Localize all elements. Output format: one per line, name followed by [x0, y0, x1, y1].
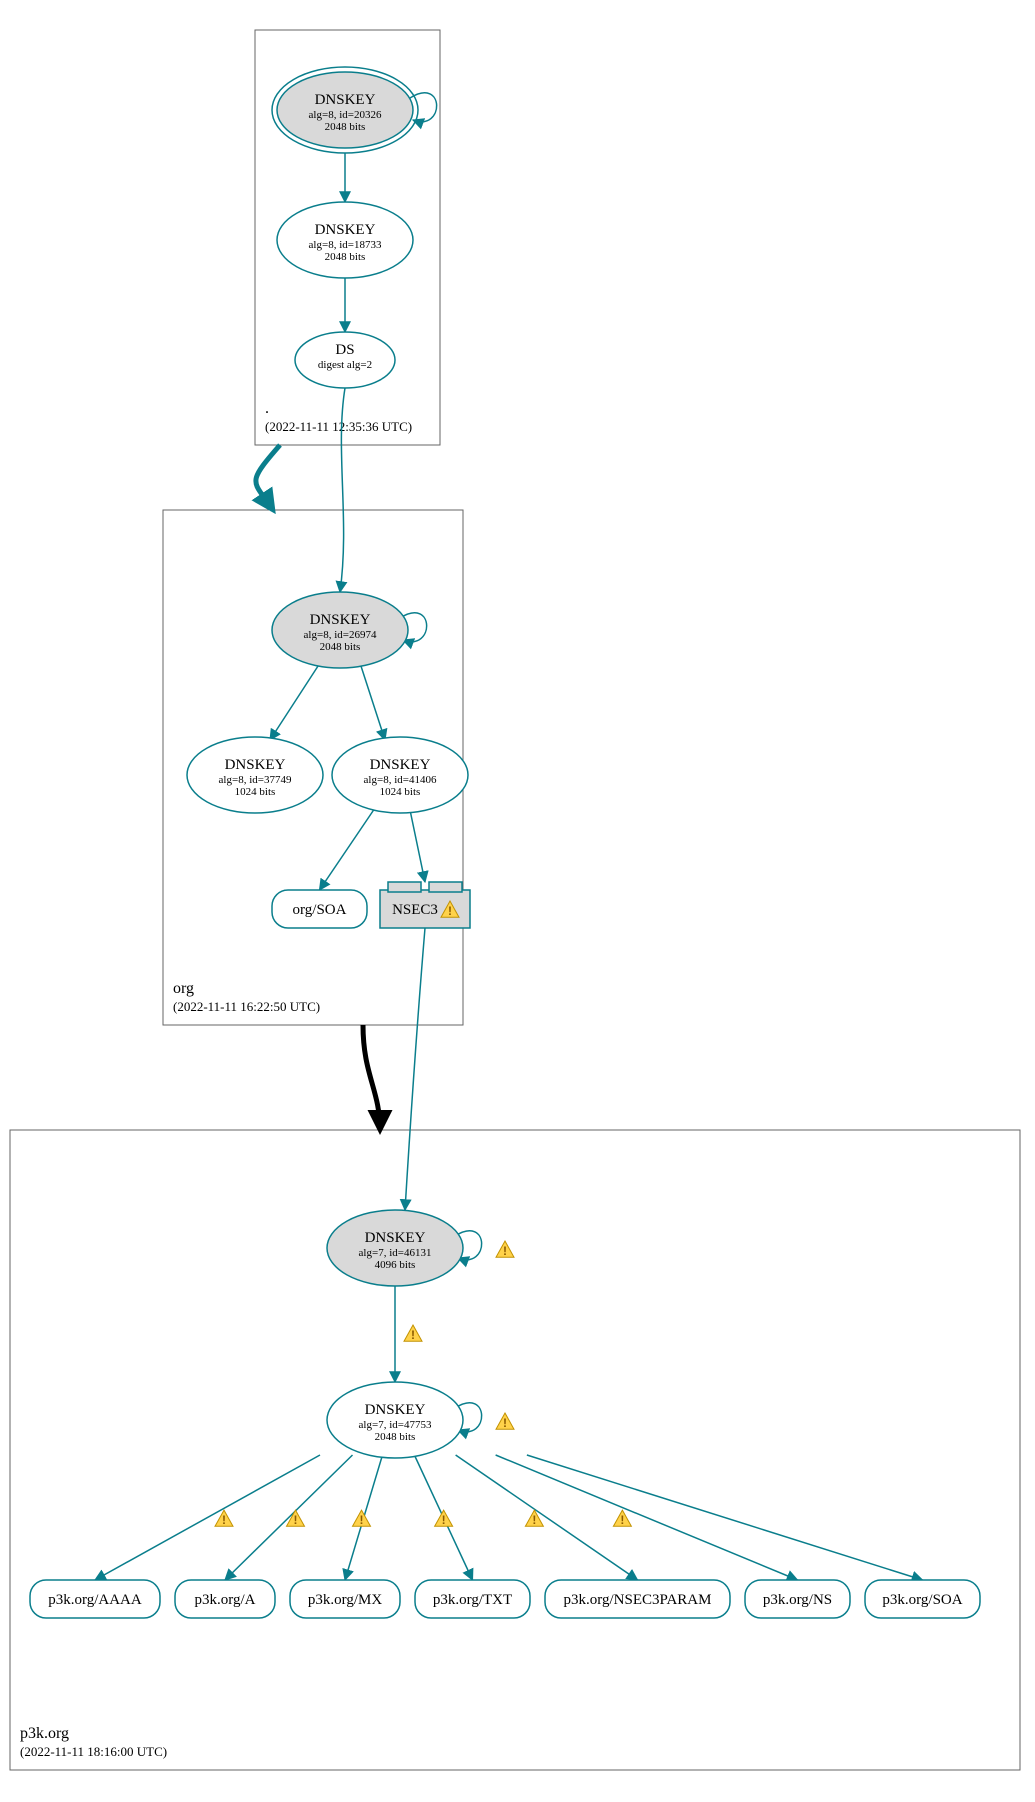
- svg-text:!: !: [294, 1513, 298, 1527]
- svg-text:.: .: [265, 400, 269, 417]
- svg-text:4096 bits: 4096 bits: [375, 1259, 416, 1271]
- svg-text:alg=8, id=26974: alg=8, id=26974: [304, 629, 377, 641]
- svg-text:1024 bits: 1024 bits: [380, 786, 421, 798]
- svg-text:org/SOA: org/SOA: [293, 902, 347, 918]
- svg-text:p3k.org/NS: p3k.org/NS: [763, 1592, 832, 1608]
- svg-text:alg=8, id=20326: alg=8, id=20326: [309, 109, 382, 121]
- dnssec-chain-diagram: . (2022-11-11 12:35:36 UTC) org (2022-11-11…: [0, 0, 1035, 1802]
- svg-text:DNSKEY: DNSKEY: [315, 92, 376, 108]
- svg-text:p3k.org: p3k.org: [20, 1725, 69, 1742]
- svg-text:p3k.org/NSEC3PARAM: p3k.org/NSEC3PARAM: [564, 1592, 712, 1608]
- svg-text:DNSKEY: DNSKEY: [370, 757, 431, 773]
- svg-text:!: !: [222, 1513, 226, 1527]
- svg-text:!: !: [532, 1513, 536, 1527]
- svg-text:alg=7, id=47753: alg=7, id=47753: [359, 1419, 432, 1431]
- zone-box-p3k: [10, 1130, 1020, 1770]
- svg-text:DNSKEY: DNSKEY: [225, 757, 286, 773]
- svg-text:!: !: [360, 1513, 364, 1527]
- svg-text:!: !: [503, 1416, 507, 1430]
- svg-text:(2022-11-11 12:35:36 UTC): (2022-11-11 12:35:36 UTC): [265, 419, 412, 434]
- svg-text:NSEC3: NSEC3: [392, 902, 438, 918]
- svg-text:alg=8, id=41406: alg=8, id=41406: [364, 774, 437, 786]
- svg-text:(2022-11-11 18:16:00 UTC): (2022-11-11 18:16:00 UTC): [20, 1744, 167, 1759]
- svg-text:!: !: [442, 1513, 446, 1527]
- svg-text:DS: DS: [335, 342, 354, 358]
- svg-text:2048 bits: 2048 bits: [375, 1431, 416, 1443]
- svg-text:alg=8, id=37749: alg=8, id=37749: [219, 774, 292, 786]
- svg-text:!: !: [503, 1244, 507, 1258]
- svg-text:!: !: [620, 1513, 624, 1527]
- svg-text:!: !: [448, 904, 452, 918]
- svg-text:(2022-11-11 16:22:50 UTC): (2022-11-11 16:22:50 UTC): [173, 999, 320, 1014]
- svg-text:p3k.org/AAAA: p3k.org/AAAA: [48, 1592, 142, 1608]
- svg-text:1024 bits: 1024 bits: [235, 786, 276, 798]
- svg-text:2048 bits: 2048 bits: [320, 641, 361, 653]
- svg-text:p3k.org/MX: p3k.org/MX: [308, 1592, 382, 1608]
- svg-text:DNSKEY: DNSKEY: [310, 612, 371, 628]
- svg-text:DNSKEY: DNSKEY: [365, 1402, 426, 1418]
- svg-text:DNSKEY: DNSKEY: [365, 1230, 426, 1246]
- svg-text:digest alg=2: digest alg=2: [318, 359, 372, 371]
- svg-text:p3k.org/SOA: p3k.org/SOA: [882, 1592, 962, 1608]
- svg-text:alg=7, id=46131: alg=7, id=46131: [359, 1247, 432, 1259]
- svg-text:DNSKEY: DNSKEY: [315, 222, 376, 238]
- svg-text:2048 bits: 2048 bits: [325, 121, 366, 133]
- svg-text:p3k.org/TXT: p3k.org/TXT: [433, 1592, 512, 1608]
- svg-text:!: !: [411, 1328, 415, 1342]
- svg-text:org: org: [173, 980, 194, 997]
- svg-text:p3k.org/A: p3k.org/A: [195, 1592, 256, 1608]
- svg-text:2048 bits: 2048 bits: [325, 251, 366, 263]
- svg-text:alg=8, id=18733: alg=8, id=18733: [309, 239, 382, 251]
